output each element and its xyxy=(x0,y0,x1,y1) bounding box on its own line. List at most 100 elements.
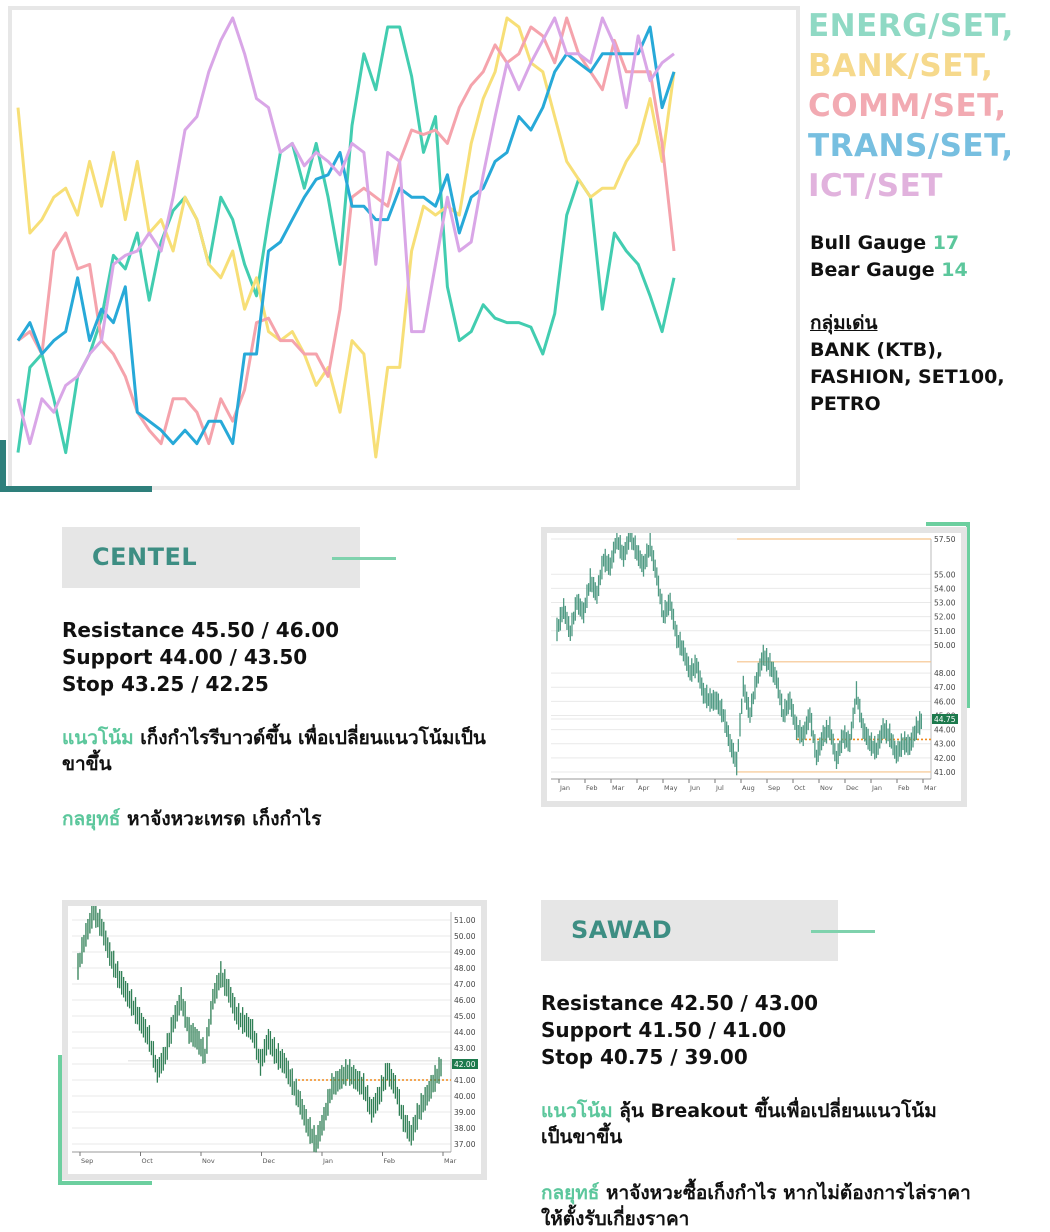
sawad-trend-text: ลุ้น Breakout ขึ้นเพื่อเปลี่ยนแนวโน้มเป็… xyxy=(541,1100,937,1148)
y-tick-label: 43.00 xyxy=(934,740,956,749)
centel-strategy-text: หาจังหวะเทรด เก็งกำไร xyxy=(120,808,322,830)
sawad-title-box: SAWAD xyxy=(541,900,875,961)
frame-accent-underline xyxy=(0,486,152,492)
centel-chart-svg: 57.50 55.00 54.00 53.00 52.00 51.00 50.00 48.00… xyxy=(551,525,958,792)
x-tick-label: Jun xyxy=(689,784,700,792)
x-tick-label: Mar xyxy=(924,784,937,792)
sector-legend: ENERG/SET, BANK/SET, COMM/SET, TRANS/SET… xyxy=(808,6,1014,206)
legend-item-energ: ENERG/SET, xyxy=(808,8,1014,44)
y-tick-label: 46.00 xyxy=(934,697,956,706)
centel-resistance: Resistance 45.50 / 46.00 xyxy=(62,618,340,642)
x-tick-label: Jan xyxy=(871,784,882,792)
frame-accent-bar xyxy=(0,440,6,492)
series-line-energ-set xyxy=(16,25,676,455)
sawad-stop: Stop 40.75 / 39.00 xyxy=(541,1045,748,1069)
centel-trend-text: เก็งกำไรรีบาวด์ขึ้น เพื่อเปลี่ยนแนวโน้มเ… xyxy=(62,727,486,775)
x-tick-label: Oct xyxy=(142,1157,154,1165)
y-tick-label: 44.00 xyxy=(454,1028,476,1037)
y-tick-label: 40.00 xyxy=(454,1092,476,1101)
x-tick-label: Jul xyxy=(715,784,724,792)
x-tick-label: Feb xyxy=(384,1157,396,1165)
y-tick-label: 47.00 xyxy=(934,683,956,692)
x-tick-label: Nov xyxy=(202,1157,215,1165)
y-tick-label: 50.00 xyxy=(454,932,476,941)
y-tick-label: 51.00 xyxy=(454,916,476,925)
gauge-panel: Bull Gauge 17 Bear Gauge 14 xyxy=(810,230,968,284)
y-tick-label: 55.00 xyxy=(934,570,956,579)
x-tick-label: Nov xyxy=(820,784,833,792)
y-tick-label: 48.00 xyxy=(934,669,956,678)
chart-accent-bottom xyxy=(58,1181,152,1185)
x-tick-label: Apr xyxy=(638,784,650,792)
sawad-support: Support 41.50 / 41.00 xyxy=(541,1018,787,1042)
y-tick-label: 49.00 xyxy=(454,948,476,957)
highlight-sectors: กลุ่มเด่น BANK (KTB), FASHION, SET100, P… xyxy=(810,310,1005,418)
title-dash xyxy=(332,557,396,560)
sawad-levels: Resistance 42.50 / 43.00 Support 41.50 /… xyxy=(541,990,818,1071)
sawad-trend-keyword: แนวโน้ม xyxy=(541,1100,613,1122)
centel-title-box: CENTEL xyxy=(62,527,396,588)
sawad-chart-svg: 51.00 50.00 49.00 48.00 47.00 46.00 45.00 44.00… xyxy=(72,901,478,1165)
centel-trend-keyword: แนวโน้ม xyxy=(62,727,134,749)
x-tick-label: Sep xyxy=(768,784,780,792)
x-tick-label: Feb xyxy=(586,784,598,792)
sector-chart xyxy=(8,6,800,490)
y-tick-label: 42.00 xyxy=(934,754,956,763)
chart-accent-left xyxy=(58,1055,62,1185)
centel-stop: Stop 43.25 / 42.25 xyxy=(62,672,269,696)
x-tick-label: Mar xyxy=(444,1157,457,1165)
highlight-title: กลุ่มเด่น xyxy=(810,312,878,334)
x-tick-label: Dec xyxy=(263,1157,276,1165)
centel-strategy: กลยุทธ์ หาจังหวะเทรด เก็งกำไร xyxy=(62,806,482,832)
x-tick-label: May xyxy=(664,784,678,792)
sawad-strategy-keyword: กลยุทธ์ xyxy=(541,1182,600,1204)
y-tick-label: 44.00 xyxy=(934,726,956,735)
sawad-price-chart: 51.00 50.00 49.00 48.00 47.00 46.00 45.00 44.00… xyxy=(62,900,487,1180)
x-tick-label: Mar xyxy=(612,784,625,792)
y-tick-label: 39.00 xyxy=(454,1108,476,1117)
y-tick-label: 38.00 xyxy=(454,1124,476,1133)
y-tick-label: 51.00 xyxy=(934,627,956,636)
y-tick-label: 45.00 xyxy=(454,1012,476,1021)
series-line-bank-set xyxy=(16,16,676,459)
legend-item-ict: ICT/SET xyxy=(808,168,943,204)
y-tick-label: 52.00 xyxy=(934,613,956,622)
series-line-comm-set xyxy=(17,16,676,446)
x-tick-label: Jan xyxy=(559,784,570,792)
sector-chart-svg xyxy=(16,16,676,459)
series-line-ict-set xyxy=(16,16,675,446)
legend-item-trans: TRANS/SET, xyxy=(808,128,1014,164)
bull-gauge-value: 17 xyxy=(932,232,960,254)
x-tick-label: Dec xyxy=(846,784,859,792)
highlight-line: BANK (KTB), xyxy=(810,339,944,361)
y-tick-label: 57.50 xyxy=(934,535,956,544)
centel-trend: แนวโน้ม เก็งกำไรรีบาวด์ขึ้น เพื่อเปลี่ยน… xyxy=(62,725,487,777)
bear-gauge: Bear Gauge 14 xyxy=(810,257,968,284)
y-tick-label: 41.00 xyxy=(454,1076,476,1085)
highlight-line: PETRO xyxy=(810,393,881,415)
last-price-tag xyxy=(452,1059,478,1069)
last-price-tag xyxy=(932,714,958,724)
sawad-strategy-text: หาจังหวะซื้อเก็งกำไร หากไม่ต้องการไล่ราค… xyxy=(541,1182,971,1230)
sawad-resistance: Resistance 42.50 / 43.00 xyxy=(541,991,819,1015)
y-tick-label: 46.00 xyxy=(454,996,476,1005)
bull-gauge-label: Bull Gauge xyxy=(810,232,927,254)
centel-strategy-keyword: กลยุทธ์ xyxy=(62,808,121,830)
bear-gauge-value: 14 xyxy=(941,259,968,281)
y-tick-label: 50.00 xyxy=(934,641,956,650)
y-tick-label: 43.00 xyxy=(454,1044,476,1053)
highlight-line: FASHION, SET100, xyxy=(810,366,1005,388)
sawad-ticker: SAWAD xyxy=(571,916,673,944)
last-price-label: 44.75 xyxy=(934,715,956,724)
chart-accent-right xyxy=(966,522,970,708)
x-tick-label: Jan xyxy=(322,1157,333,1165)
x-tick-label: Feb xyxy=(898,784,910,792)
chart-accent-top xyxy=(926,522,970,526)
x-tick-label: Aug xyxy=(742,784,755,792)
y-tick-label: 53.00 xyxy=(934,599,956,608)
centel-price-chart: 57.50 55.00 54.00 53.00 52.00 51.00 50.00 48.00… xyxy=(541,525,967,807)
y-tick-label: 41.00 xyxy=(934,768,956,777)
bull-gauge: Bull Gauge 17 xyxy=(810,230,968,257)
title-dash xyxy=(811,930,875,933)
y-tick-label: 37.00 xyxy=(454,1140,476,1149)
